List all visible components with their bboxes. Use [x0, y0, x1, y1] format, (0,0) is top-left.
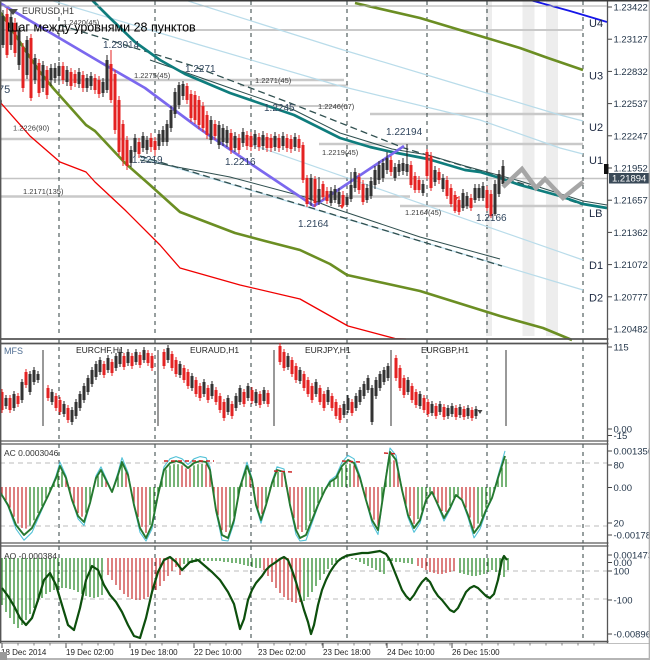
svg-text:1.23014: 1.23014 — [103, 40, 140, 51]
svg-text:115: 115 — [614, 343, 629, 354]
svg-text:1.22247: 1.22247 — [614, 131, 648, 142]
svg-text:1.21072: 1.21072 — [614, 260, 648, 271]
svg-text:1.23127: 1.23127 — [614, 35, 648, 46]
svg-text:-100: -100 — [614, 596, 633, 607]
svg-text:U4: U4 — [589, 18, 603, 30]
svg-text:26 Dec 15:00: 26 Dec 15:00 — [452, 648, 500, 657]
svg-text:1.20777: 1.20777 — [614, 292, 648, 303]
svg-text:1.22194: 1.22194 — [386, 127, 423, 138]
svg-text:1.2219(45): 1.2219(45) — [322, 148, 359, 157]
svg-text:1.2271(45): 1.2271(45) — [255, 76, 292, 85]
svg-text:23 Dec 02:00: 23 Dec 02:00 — [258, 648, 306, 657]
svg-text:Шаг между уровнями 28 пунктов: Шаг между уровнями 28 пунктов — [7, 21, 196, 35]
svg-text:1.2420(45): 1.2420(45) — [63, 18, 100, 27]
svg-text:0.00: 0.00 — [614, 483, 633, 494]
svg-text:1.2219: 1.2219 — [132, 155, 163, 166]
svg-text:1.2166: 1.2166 — [476, 213, 507, 224]
svg-text:19 Dec 18:00: 19 Dec 18:00 — [130, 648, 178, 657]
svg-text:-0.008969: -0.008969 — [614, 630, 650, 641]
svg-text:1.2171(135): 1.2171(135) — [23, 187, 64, 196]
svg-text:1.21362: 1.21362 — [614, 228, 648, 239]
svg-text:1.2271: 1.2271 — [185, 64, 216, 75]
svg-text:1.2275(45): 1.2275(45) — [134, 71, 171, 80]
svg-text:EURCHF,H1: EURCHF,H1 — [76, 345, 124, 355]
svg-text:22 Dec 10:00: 22 Dec 10:00 — [194, 648, 242, 657]
svg-text:1.22832: 1.22832 — [614, 67, 648, 78]
svg-text:1.22537: 1.22537 — [614, 99, 648, 110]
svg-text:24 Dec 10:00: 24 Dec 10:00 — [387, 648, 435, 657]
svg-text:U1: U1 — [589, 155, 603, 167]
svg-text:1.21894: 1.21894 — [612, 174, 646, 185]
svg-text:1.20482: 1.20482 — [614, 325, 648, 336]
svg-text:AO -0.000384: AO -0.000384 — [4, 551, 57, 561]
svg-text:1.2246(67): 1.2246(67) — [318, 102, 355, 111]
svg-text:U3: U3 — [589, 71, 603, 83]
svg-text:D2: D2 — [589, 293, 603, 305]
svg-text:EURGBP,H1: EURGBP,H1 — [421, 345, 469, 355]
svg-text:19 Dec 02:00: 19 Dec 02:00 — [66, 648, 114, 657]
svg-text:-0.001786: -0.001786 — [614, 531, 650, 542]
svg-text:1.2164(45): 1.2164(45) — [405, 208, 442, 217]
svg-text:18 Dec 2014: 18 Dec 2014 — [1, 648, 47, 657]
svg-text:1.2245: 1.2245 — [264, 103, 295, 114]
svg-text:1.23422: 1.23422 — [614, 3, 648, 14]
svg-text:0.001350: 0.001350 — [614, 447, 650, 458]
svg-text:EURUSD,H1: EURUSD,H1 — [22, 6, 74, 16]
svg-text:80: 80 — [614, 461, 625, 472]
svg-text:1.2164: 1.2164 — [298, 219, 329, 230]
svg-text:100: 100 — [614, 567, 630, 578]
svg-text:1.2216: 1.2216 — [225, 157, 256, 168]
svg-text:-15: -15 — [614, 431, 628, 442]
svg-text:LB: LB — [589, 208, 602, 220]
svg-text:EURAUD,H1: EURAUD,H1 — [190, 345, 239, 355]
svg-text:20: 20 — [614, 519, 625, 530]
svg-text:U2: U2 — [589, 122, 603, 134]
svg-text:AC 0.0003046: AC 0.0003046 — [4, 448, 59, 458]
svg-text:EURJPY,H1: EURJPY,H1 — [305, 345, 351, 355]
svg-text:1.2226(90): 1.2226(90) — [13, 124, 50, 133]
svg-text:75: 75 — [0, 84, 10, 96]
svg-text:D1: D1 — [589, 260, 603, 272]
svg-text:1.21657: 1.21657 — [614, 196, 648, 207]
svg-text:23 Dec 18:00: 23 Dec 18:00 — [323, 648, 371, 657]
svg-text:MFS: MFS — [4, 346, 23, 356]
